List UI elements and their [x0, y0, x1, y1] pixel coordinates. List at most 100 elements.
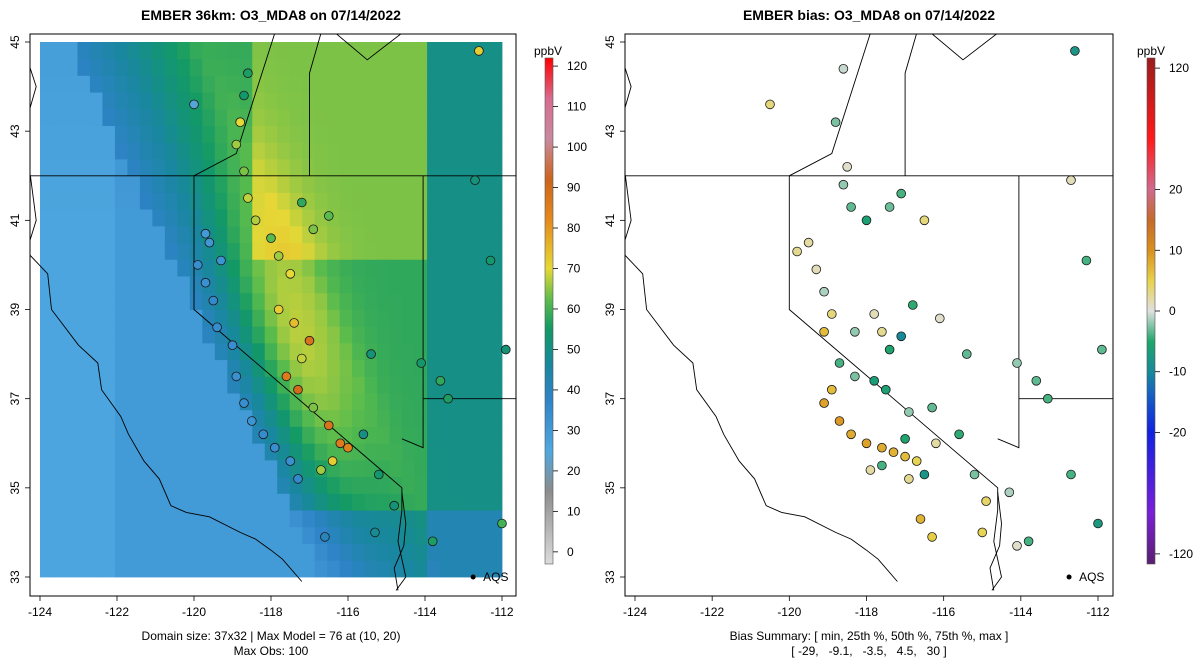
- heatmap-cell: [302, 443, 316, 461]
- heatmap-cell: [389, 142, 403, 160]
- heatmap-cell: [364, 326, 378, 344]
- heatmap-cell: [364, 493, 378, 511]
- heatmap-cell: [189, 175, 203, 193]
- heatmap-cell: [327, 142, 341, 160]
- observation-point: [239, 398, 249, 408]
- heatmap-cell: [377, 242, 391, 260]
- heatmap-cell: [277, 510, 291, 528]
- heatmap-cell: [89, 326, 103, 344]
- heatmap-cell: [127, 42, 141, 60]
- heatmap-cell: [264, 259, 278, 277]
- heatmap-cell: [389, 376, 403, 394]
- heatmap-cell: [164, 510, 178, 528]
- heatmap-cell: [389, 92, 403, 110]
- heatmap-cell: [64, 459, 78, 478]
- heatmap-cell: [352, 526, 366, 544]
- heatmap-cell: [477, 92, 490, 110]
- left-boundaries: [30, 34, 516, 591]
- coastline: [625, 66, 898, 582]
- heatmap-cell: [40, 125, 53, 143]
- heatmap-cell: [127, 92, 141, 110]
- heatmap-cell: [152, 276, 166, 294]
- y-tick-label: 45: [603, 35, 617, 49]
- heatmap-cell: [239, 359, 253, 377]
- heatmap-cell: [64, 209, 78, 227]
- heatmap-cell: [489, 409, 503, 427]
- heatmap-cell: [364, 560, 378, 578]
- observation-point: [427, 536, 438, 547]
- heatmap-cell: [364, 476, 378, 494]
- heatmap-cell: [264, 510, 278, 528]
- heatmap-cell: [414, 242, 428, 260]
- left-colorbar-units: ppbV: [534, 44, 562, 58]
- heatmap-cell: [239, 493, 253, 511]
- observation-point: [919, 215, 930, 226]
- heatmap-cell: [52, 192, 66, 210]
- heatmap-cell: [64, 409, 78, 427]
- heatmap-cell: [202, 75, 216, 93]
- observation-point: [954, 429, 964, 440]
- heatmap-cell: [52, 125, 66, 143]
- heatmap-cell: [352, 342, 366, 361]
- heatmap-cell: [364, 75, 378, 93]
- heatmap-cell: [152, 510, 166, 528]
- heatmap-cell: [464, 192, 478, 210]
- heatmap-cell: [377, 192, 391, 210]
- observation-point: [1043, 393, 1053, 404]
- heatmap-cell: [189, 560, 203, 578]
- heatmap-cell: [52, 376, 66, 394]
- heatmap-cell: [364, 259, 378, 277]
- heatmap-cell: [264, 409, 278, 427]
- heatmap-cell: [252, 242, 266, 260]
- heatmap-cell: [64, 510, 78, 528]
- heatmap-cell: [214, 175, 228, 193]
- heatmap-cell: [414, 42, 428, 60]
- heatmap-cell: [364, 543, 378, 561]
- left-footer-line1: Domain size: 37x32 | Max Model = 76 at (…: [142, 629, 401, 643]
- observation-point: [819, 398, 829, 408]
- state-border: [309, 34, 322, 176]
- heatmap-cell: [89, 125, 103, 143]
- right-aqs-marker: [1066, 574, 1072, 580]
- colorbar-tick-label: 110: [567, 100, 586, 114]
- heatmap-cell: [102, 459, 116, 478]
- heatmap-cell: [452, 376, 465, 394]
- heatmap-cell: [152, 75, 166, 93]
- heatmap-cell: [339, 459, 353, 478]
- heatmap-cell: [289, 292, 303, 310]
- heatmap-cell: [40, 192, 53, 210]
- heatmap-cell: [52, 242, 66, 260]
- heatmap-cell: [114, 292, 128, 310]
- heatmap-cell: [402, 359, 415, 377]
- heatmap-cell: [102, 376, 116, 394]
- heatmap-cell: [189, 393, 203, 411]
- heatmap-cell: [477, 75, 490, 93]
- observation-point: [877, 460, 887, 471]
- heatmap-cell: [52, 142, 66, 160]
- heatmap-cell: [427, 426, 440, 444]
- heatmap-cell: [377, 159, 391, 177]
- heatmap-cell: [152, 58, 166, 76]
- heatmap-cell: [227, 543, 241, 561]
- observation-point: [266, 233, 276, 244]
- heatmap-cell: [377, 309, 391, 327]
- heatmap-cell: [489, 426, 503, 444]
- heatmap-cell: [77, 426, 91, 444]
- observation-point: [320, 532, 330, 542]
- heatmap-cell: [439, 560, 453, 578]
- heatmap-cell: [289, 142, 303, 160]
- heatmap-cell: [339, 125, 353, 143]
- heatmap-cell: [139, 342, 153, 361]
- heatmap-cell: [89, 526, 103, 544]
- heatmap-cell: [264, 326, 278, 344]
- observation-point: [977, 527, 988, 538]
- heatmap-cell: [114, 58, 128, 76]
- heatmap-cell: [52, 560, 66, 578]
- heatmap-cell: [77, 543, 91, 561]
- heatmap-cell: [77, 292, 91, 310]
- observation-point: [907, 300, 918, 310]
- heatmap-cell: [389, 359, 403, 377]
- heatmap-cell: [439, 42, 453, 60]
- heatmap-cell: [64, 493, 78, 511]
- colorbar-tick-label: 10: [1169, 243, 1183, 257]
